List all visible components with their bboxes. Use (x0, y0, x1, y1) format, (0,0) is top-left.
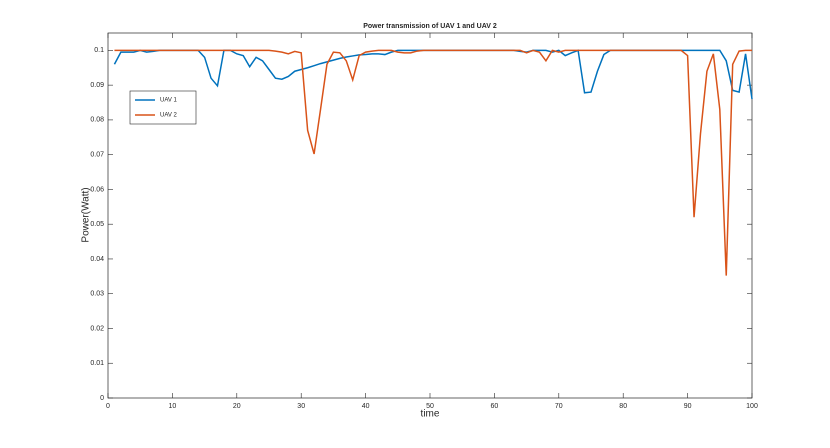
x-tick-label: 10 (169, 403, 177, 410)
data-line (114, 49, 752, 276)
x-tick-label: 40 (362, 403, 370, 410)
x-tick-label: 70 (555, 403, 563, 410)
y-tick-label: 0.09 (90, 82, 104, 89)
y-tick-label: 0.05 (90, 221, 104, 228)
legend-box (129, 90, 197, 125)
x-tick-label: 90 (684, 403, 692, 410)
x-tick-label: 20 (233, 403, 241, 410)
x-axis-label: time (421, 409, 440, 420)
chart-title: Power transmission of UAV 1 and UAV 2 (363, 23, 497, 30)
x-tick-label: 50 (426, 403, 434, 410)
legend-label: UAV 2 (160, 113, 178, 119)
x-tick-label: 60 (491, 403, 499, 410)
y-tick-label: 0.07 (90, 152, 104, 159)
y-tick-label: 0.02 (90, 325, 104, 332)
y-tick-label: 0.01 (90, 360, 104, 367)
x-tick-label: 0 (106, 403, 110, 410)
y-tick-label: 0.1 (94, 47, 104, 54)
x-tick-label: 80 (619, 403, 627, 410)
y-tick-label: 0.08 (90, 117, 104, 124)
y-tick-label: 0.04 (90, 256, 104, 263)
y-tick-label: 0 (100, 395, 104, 402)
axes-box (107, 32, 753, 399)
legend-label: UAV 1 (160, 98, 178, 104)
x-tick-label: 100 (746, 403, 758, 410)
x-tick-label: 30 (297, 403, 305, 410)
y-tick-label: 0.06 (90, 186, 104, 193)
y-tick-label: 0.03 (90, 291, 104, 298)
y-axis-label: Power(Watt) (81, 187, 92, 242)
